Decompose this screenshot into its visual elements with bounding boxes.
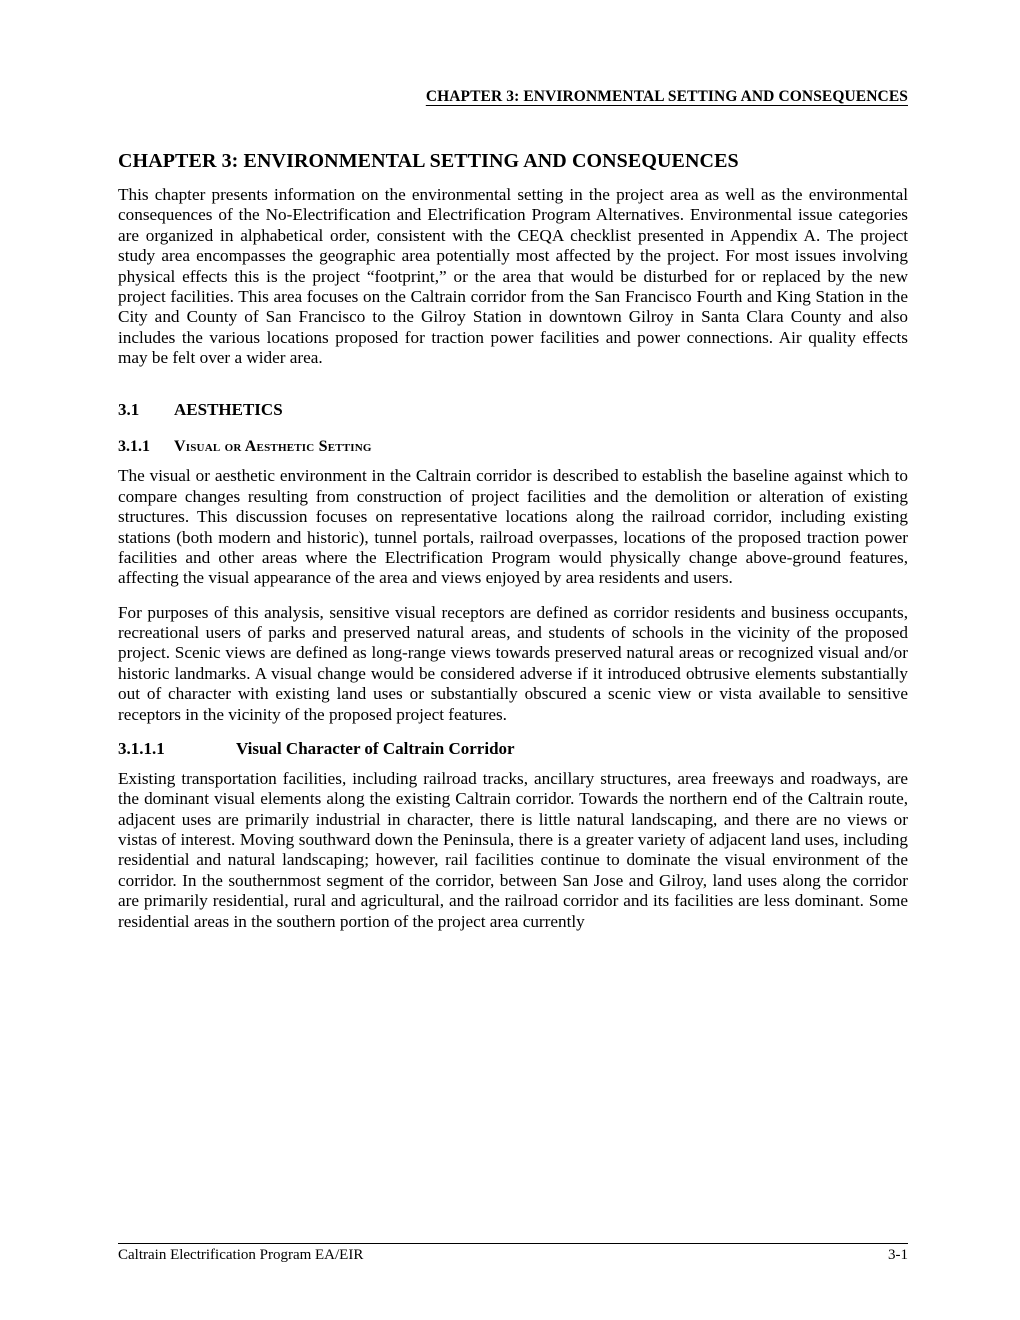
subsection-title: Visual or Aesthetic Setting bbox=[174, 438, 372, 456]
section-heading-3-1: 3.1 AESTHETICS bbox=[118, 400, 908, 420]
footer-left: Caltrain Electrification Program EA/EIR bbox=[118, 1247, 363, 1264]
subsubsection-title: Visual Character of Caltrain Corridor bbox=[236, 739, 515, 759]
body-paragraph: The visual or aesthetic environment in t… bbox=[118, 466, 908, 588]
body-paragraph: For purposes of this analysis, sensitive… bbox=[118, 603, 908, 725]
intro-paragraph: This chapter presents information on the… bbox=[118, 185, 908, 368]
subsubsection-heading-3-1-1-1: 3.1.1.1 Visual Character of Caltrain Cor… bbox=[118, 739, 908, 759]
running-header: CHAPTER 3: ENVIRONMENTAL SETTING AND CON… bbox=[118, 88, 908, 108]
subsubsection-number: 3.1.1.1 bbox=[118, 739, 236, 759]
section-number: 3.1 bbox=[118, 400, 174, 420]
page-footer: Caltrain Electrification Program EA/EIR … bbox=[118, 1243, 908, 1264]
chapter-title: CHAPTER 3: ENVIRONMENTAL SETTING AND CON… bbox=[118, 150, 908, 173]
body-paragraph: Existing transportation facilities, incl… bbox=[118, 769, 908, 932]
footer-page-number: 3-1 bbox=[888, 1247, 908, 1264]
subsection-number: 3.1.1 bbox=[118, 438, 174, 456]
section-title: AESTHETICS bbox=[174, 400, 283, 420]
subsection-heading-3-1-1: 3.1.1 Visual or Aesthetic Setting bbox=[118, 438, 908, 456]
document-page: CHAPTER 3: ENVIRONMENTAL SETTING AND CON… bbox=[0, 0, 1020, 1320]
